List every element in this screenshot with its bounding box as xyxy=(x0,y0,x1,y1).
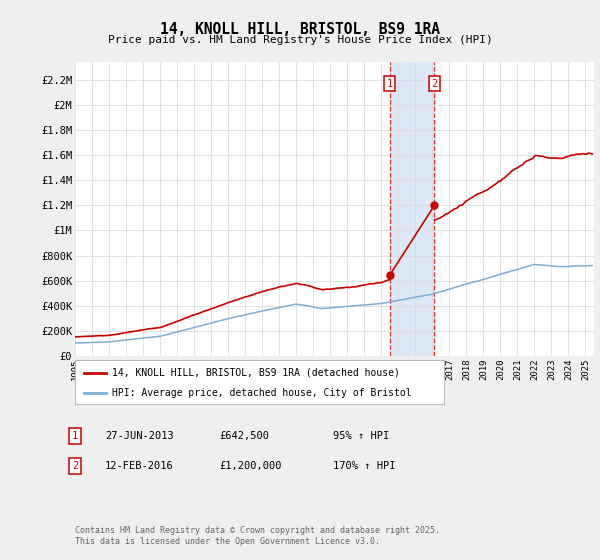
Text: £1,200,000: £1,200,000 xyxy=(219,461,281,471)
Text: £642,500: £642,500 xyxy=(219,431,269,441)
Text: 1: 1 xyxy=(72,431,78,441)
Text: 2: 2 xyxy=(431,78,437,88)
Text: Price paid vs. HM Land Registry's House Price Index (HPI): Price paid vs. HM Land Registry's House … xyxy=(107,35,493,45)
Text: 27-JUN-2013: 27-JUN-2013 xyxy=(105,431,174,441)
Text: 14, KNOLL HILL, BRISTOL, BS9 1RA: 14, KNOLL HILL, BRISTOL, BS9 1RA xyxy=(160,22,440,38)
Bar xyxy=(389,62,434,356)
Text: 170% ↑ HPI: 170% ↑ HPI xyxy=(333,461,395,471)
Text: Contains HM Land Registry data © Crown copyright and database right 2025.
This d: Contains HM Land Registry data © Crown c… xyxy=(75,526,440,546)
Text: HPI: Average price, detached house, City of Bristol: HPI: Average price, detached house, City… xyxy=(112,388,412,398)
Text: 1: 1 xyxy=(386,78,393,88)
Text: 95% ↑ HPI: 95% ↑ HPI xyxy=(333,431,389,441)
Text: 2: 2 xyxy=(72,461,78,471)
Text: 14, KNOLL HILL, BRISTOL, BS9 1RA (detached house): 14, KNOLL HILL, BRISTOL, BS9 1RA (detach… xyxy=(112,368,400,378)
Text: 12-FEB-2016: 12-FEB-2016 xyxy=(105,461,174,471)
